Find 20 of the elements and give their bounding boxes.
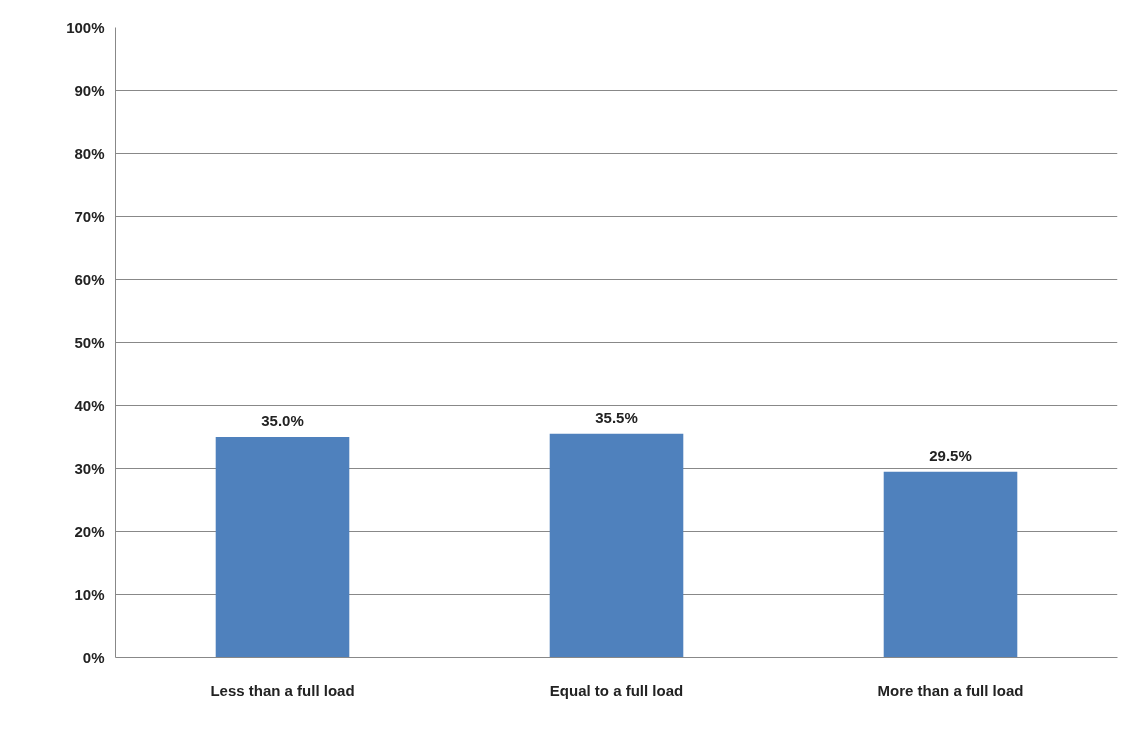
y-tick-label: 80%	[74, 145, 105, 162]
data-label: 35.0%	[261, 412, 304, 429]
bar	[883, 471, 1018, 658]
y-tick-label: 50%	[74, 334, 105, 351]
y-tick-label: 90%	[74, 82, 105, 99]
data-label: 29.5%	[929, 446, 972, 464]
y-tick-label: 20%	[74, 523, 105, 540]
x-tick-label: Equal to a full load	[549, 681, 684, 699]
y-tick-label: 60%	[74, 271, 105, 288]
data-label: 35.5%	[595, 408, 638, 426]
bar	[549, 433, 684, 658]
y-tick-label: 30%	[74, 460, 105, 477]
y-tick-label: 70%	[74, 208, 105, 225]
x-tick-label: Less than a full load	[210, 681, 355, 699]
y-tick-label: 10%	[74, 586, 105, 603]
x-tick-label: More than a full load	[877, 681, 1024, 699]
bar	[215, 437, 350, 658]
y-tick-label: 100%	[66, 19, 105, 36]
y-tick-label: 0%	[82, 649, 105, 666]
y-tick-label: 40%	[74, 397, 105, 414]
